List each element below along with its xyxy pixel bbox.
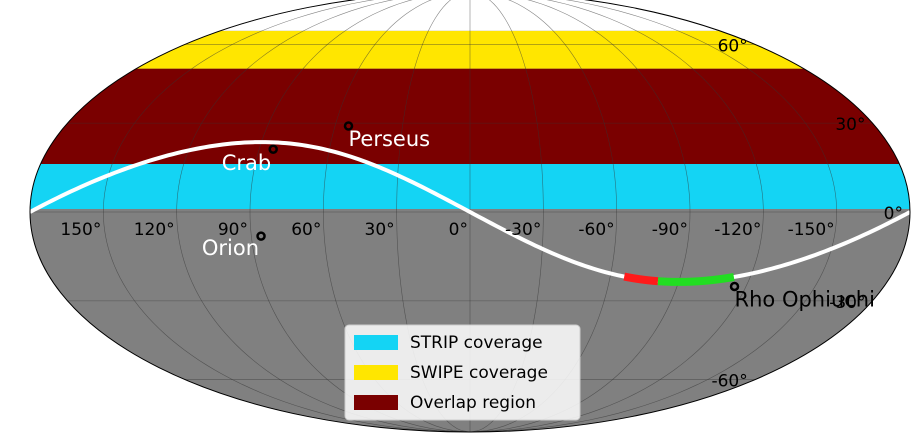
lat-tick-label: -30° xyxy=(829,293,865,313)
lat-tick-label: 30° xyxy=(835,115,865,135)
lon-tick-label: -150° xyxy=(788,220,835,240)
legend-label: Overlap region xyxy=(410,393,536,413)
source-label: Orion xyxy=(202,236,259,260)
source-marker xyxy=(343,121,354,131)
source-marker xyxy=(256,231,266,241)
source-marker xyxy=(268,144,278,154)
lon-tick-label: 150° xyxy=(60,220,101,240)
ecliptic-segment xyxy=(657,273,735,286)
uncovered-cap xyxy=(30,0,910,31)
legend-swatch xyxy=(354,335,398,350)
lon-tick-label: -90° xyxy=(652,220,688,240)
legend-swatch xyxy=(354,365,398,380)
source-label: Perseus xyxy=(349,127,431,151)
lon-tick-label: -120° xyxy=(714,220,761,240)
source-label: Rho Ophiuchi xyxy=(735,287,875,311)
ecliptic xyxy=(30,140,910,284)
lon-tick-label: 0° xyxy=(449,220,468,240)
coverage-band xyxy=(30,68,910,164)
lon-tick-label: 120° xyxy=(134,220,175,240)
legend-label: STRIP coverage xyxy=(410,333,543,353)
lat-tick-label: 0° xyxy=(884,204,903,224)
lon-tick-label: 60° xyxy=(291,220,321,240)
lon-tick-label: 30° xyxy=(365,220,395,240)
lat-tick-label: 60° xyxy=(718,36,748,56)
source-label: Crab xyxy=(222,151,272,175)
legend-label: SWIPE coverage xyxy=(410,363,548,383)
source-marker xyxy=(729,281,740,292)
legend: STRIP coverage SWIPE coverage Overlap regi… xyxy=(344,324,581,421)
legend-box xyxy=(344,324,581,421)
lon-tick-label: 90° xyxy=(218,220,248,240)
legend-swatch xyxy=(354,395,398,410)
overlay: 60° 30° 0° -30° -60° 150° 120° 90° 60° 30° 0° -30° -… xyxy=(29,0,911,433)
map-outline xyxy=(29,0,911,433)
ecliptic-segment xyxy=(623,272,659,286)
lon-tick-label: -30° xyxy=(505,220,541,240)
lat-tick-label: -60° xyxy=(711,372,747,392)
coverage-band xyxy=(30,30,910,69)
lon-tick-label: -60° xyxy=(578,220,614,240)
